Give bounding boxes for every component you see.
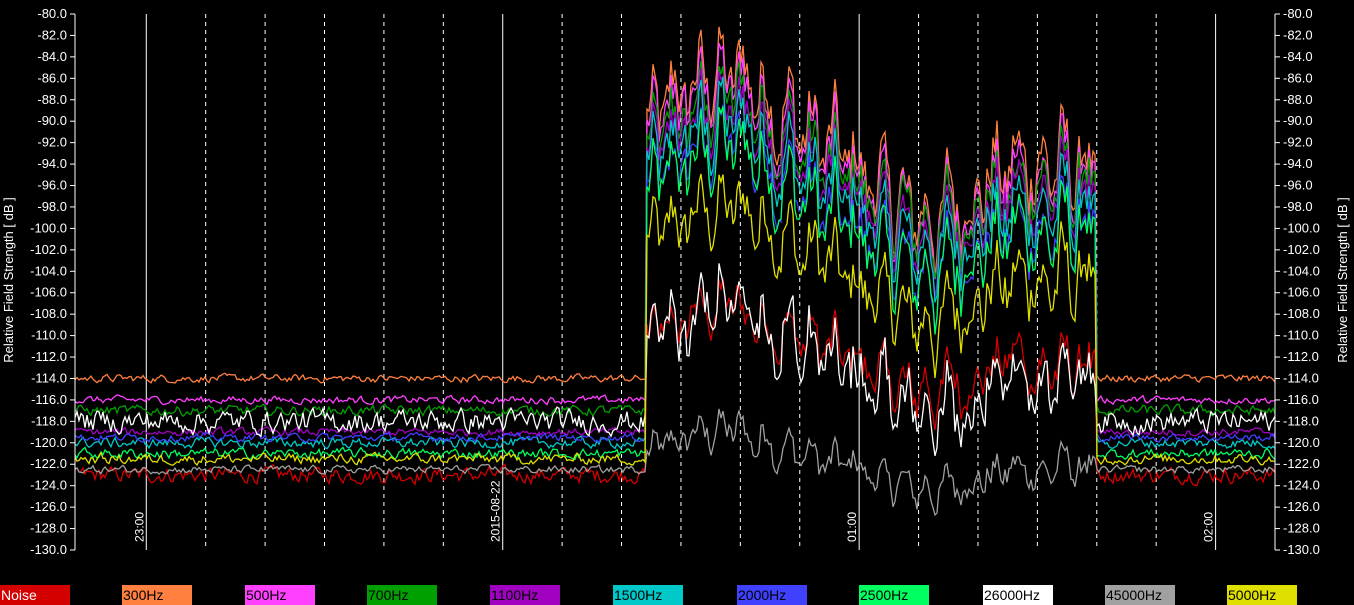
grid-lines (145, 14, 1217, 550)
y-axis-right-ticks: -80.0 -82.0 -84.0 -86.0 -88.0 -90.0 -92.0 -94.0… (1275, 6, 1320, 557)
y-tick-label-left: -94.0 (37, 156, 67, 171)
y-tick-label-left: -84.0 (37, 49, 67, 64)
y-axis-label-left: Relative Field Strength [ dB ] (1, 197, 16, 362)
y-tick-label-left: -92.0 (37, 135, 67, 150)
legend-item-noise: Noise (0, 585, 70, 605)
y-tick-label-left: -100.0 (30, 220, 67, 235)
y-tick-label-left: -98.0 (37, 199, 67, 214)
y-tick-label-left: -86.0 (37, 70, 67, 85)
legend-item-5000hz: 5000Hz (1227, 585, 1297, 605)
y-tick-label-right: -98.0 (1283, 199, 1313, 214)
y-tick-label-left: -120.0 (30, 435, 67, 450)
y-tick-label-left: -116.0 (31, 392, 67, 407)
series-line-700hz (74, 60, 1276, 418)
legend-item-300hz: 300Hz (122, 585, 192, 605)
series-line-300hz (74, 26, 1276, 384)
y-tick-label-right: -114.0 (1283, 370, 1319, 385)
legend-item-45000hz: 45000Hz (1105, 585, 1175, 605)
y-tick-label-right: -82.0 (1283, 27, 1313, 42)
legend-item-2000hz: 2000Hz (737, 585, 807, 605)
y-tick-label-left: -128.0 (30, 521, 67, 536)
y-tick-label-right: -92.0 (1283, 135, 1313, 150)
legend-item-26000hz: 26000Hz (983, 585, 1053, 605)
y-tick-label-right: -94.0 (1283, 156, 1313, 171)
y-tick-label-right: -110.0 (1283, 328, 1319, 343)
y-tick-label-left: -96.0 (37, 178, 67, 193)
y-tick-label-right: -108.0 (1283, 306, 1320, 321)
y-tick-label-right: -86.0 (1283, 70, 1313, 85)
y-tick-label-right: -120.0 (1283, 435, 1320, 450)
y-tick-label-left: -110.0 (31, 328, 67, 343)
y-tick-label-right: -90.0 (1283, 113, 1313, 128)
y-tick-label-left: -106.0 (30, 285, 67, 300)
legend-item-1100hz: 1100Hz (490, 585, 560, 605)
y-tick-label-right: -106.0 (1283, 285, 1320, 300)
y-tick-label-right: -104.0 (1283, 263, 1320, 278)
y-tick-label-left: -114.0 (31, 370, 67, 385)
plot-background (75, 14, 1275, 550)
legend: Noise 300Hz 500Hz 700Hz 1100Hz 1500Hz 2000Hz 25… (0, 585, 1354, 605)
y-tick-label-left: -88.0 (37, 92, 67, 107)
legend-item-1500hz: 1500Hz (613, 585, 683, 605)
y-tick-label-right: -100.0 (1283, 220, 1320, 235)
time-label: 23:00 (132, 512, 146, 542)
y-tick-label-left: -130.0 (30, 542, 67, 557)
y-tick-label-right: -118.0 (1283, 413, 1319, 428)
time-label: 02:00 (1202, 512, 1216, 542)
y-tick-label-right: -116.0 (1283, 392, 1319, 407)
y-axis-label-right: Relative Field Strength [ dB ] (1335, 197, 1350, 362)
y-tick-label-left: -102.0 (30, 242, 67, 257)
y-tick-label-left: -122.0 (30, 456, 67, 471)
y-tick-label-left: -104.0 (30, 263, 67, 278)
series-line-5000hz (74, 173, 1276, 467)
y-tick-label-right: -102.0 (1283, 242, 1320, 257)
y-axis-left-ticks: -80.0 -82.0 -84.0 -86.0 -88.0 -90.0 -92.0 -94.0… (30, 6, 75, 557)
y-tick-label-right: -88.0 (1283, 92, 1313, 107)
y-tick-label-left: -82.0 (37, 27, 67, 42)
y-tick-label-right: -122.0 (1283, 456, 1320, 471)
y-tick-label-left: -126.0 (30, 499, 67, 514)
y-tick-label-left: -80.0 (37, 6, 67, 21)
legend-item-700hz: 700Hz (367, 585, 437, 605)
y-tick-label-left: -118.0 (31, 413, 67, 428)
series-lines (74, 26, 1276, 517)
y-tick-label-right: -130.0 (1283, 542, 1320, 557)
series-line-45000hz (74, 408, 1276, 517)
time-labels: 23:00 2015-08-22 01:00 02:00 (132, 480, 1215, 542)
y-tick-label-right: -96.0 (1283, 178, 1313, 193)
y-tick-label-left: -112.0 (31, 349, 67, 364)
legend-item-2500hz: 2500Hz (859, 585, 929, 605)
legend-item-500hz: 500Hz (245, 585, 315, 605)
y-tick-label-right: -112.0 (1283, 349, 1319, 364)
series-line-26000hz (74, 263, 1276, 457)
axes (74, 14, 1276, 550)
y-tick-label-left: -124.0 (30, 478, 67, 493)
y-tick-label-right: -128.0 (1283, 521, 1320, 536)
time-label: 2015-08-22 (489, 480, 503, 542)
y-tick-label-left: -108.0 (30, 306, 67, 321)
time-label: 01:00 (845, 512, 859, 542)
y-tick-label-right: -80.0 (1283, 6, 1313, 21)
y-tick-label-right: -126.0 (1283, 499, 1320, 514)
y-tick-label-right: -124.0 (1283, 478, 1320, 493)
y-tick-label-left: -90.0 (37, 113, 67, 128)
spectrum-chart: -80.0 -82.0 -84.0 -86.0 -88.0 -90.0 -92.0 -94.0… (1, 6, 1350, 557)
y-tick-label-right: -84.0 (1283, 49, 1313, 64)
series-line-2500hz (74, 106, 1276, 461)
